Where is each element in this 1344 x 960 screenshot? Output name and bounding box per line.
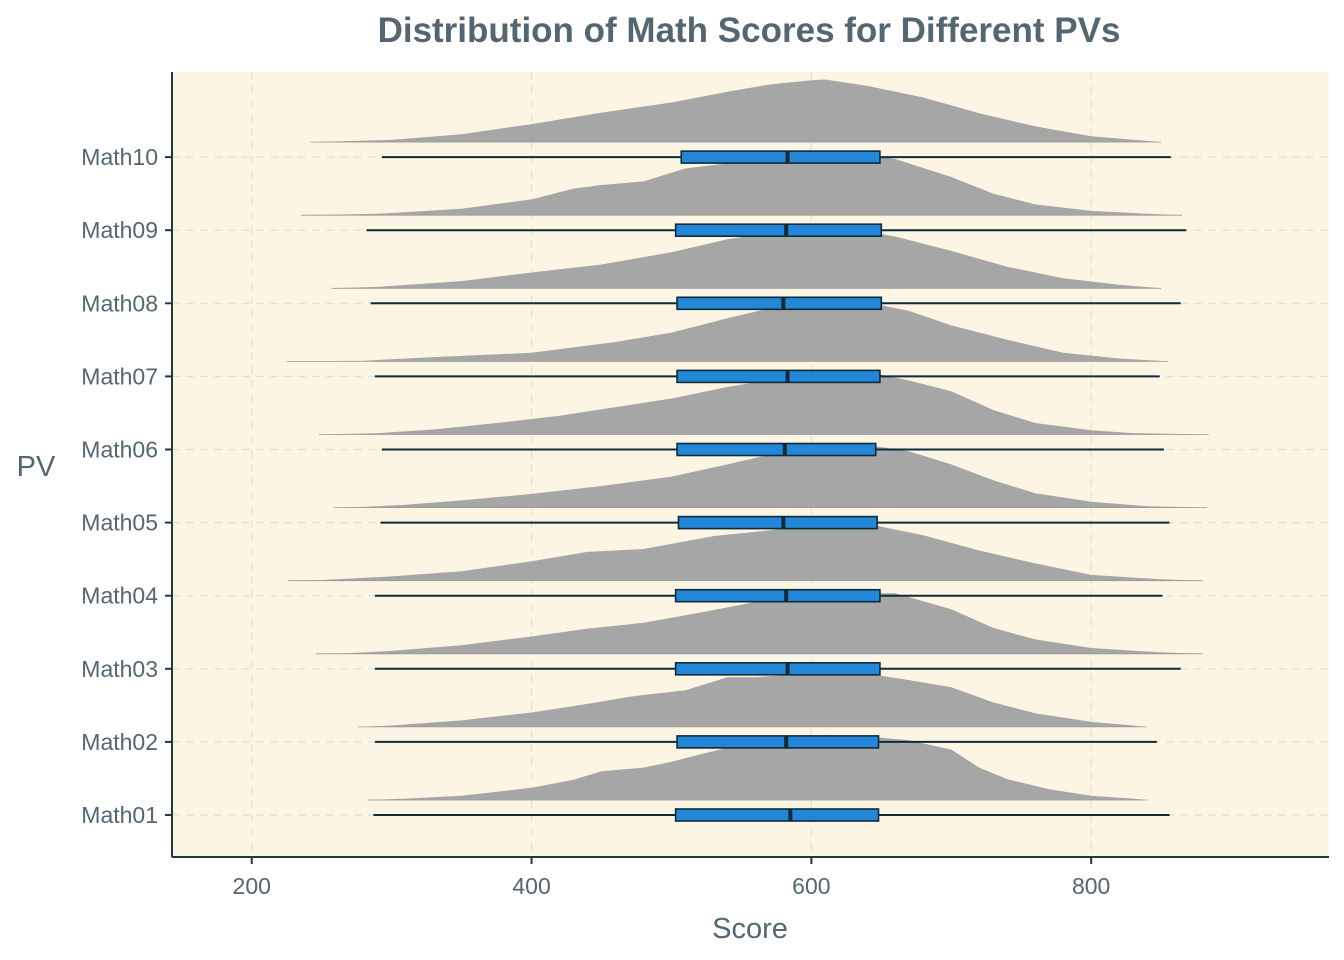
- boxplots-layer: [366, 150, 1187, 822]
- ridges-layer: [286, 79, 1209, 801]
- density-ridge-math03: [316, 593, 1204, 654]
- density-ridge-math05: [334, 445, 1208, 508]
- y-tick-label: Math10: [81, 144, 158, 170]
- y-axis-title: PV: [17, 451, 56, 483]
- x-tick-label: 400: [512, 873, 550, 899]
- iqr-box: [676, 735, 880, 749]
- y-tick-label: Math09: [81, 217, 158, 243]
- density-ridge-math09: [300, 151, 1183, 216]
- x-tick-label: 200: [233, 873, 271, 899]
- density-ridge-math10: [310, 79, 1162, 143]
- iqr-box: [677, 515, 878, 530]
- boxplot-math01: [373, 808, 1170, 822]
- iqr-box: [674, 661, 881, 676]
- iqr-box: [676, 369, 881, 384]
- y-tick-label: Math04: [81, 583, 158, 609]
- iqr-box: [680, 150, 881, 164]
- boxplot-math07: [374, 369, 1160, 384]
- x-tick-label: 600: [792, 873, 830, 899]
- y-tick-label: Math01: [81, 802, 158, 828]
- iqr-box: [674, 223, 883, 237]
- y-tick-label: Math06: [81, 437, 158, 463]
- x-tick-label: 800: [1072, 873, 1110, 899]
- boxplot-math03: [374, 661, 1181, 676]
- axis-ticks: Math01 Math02 Math03 Math04 Math05 Math06 Math…: [81, 144, 1110, 899]
- y-tick-label: Math02: [81, 729, 158, 755]
- density-ridge-math04: [288, 520, 1204, 581]
- iqr-box: [674, 588, 881, 603]
- boxplot-math09: [366, 223, 1187, 237]
- iqr-box: [676, 442, 877, 457]
- density-ridge-math01: [367, 735, 1148, 800]
- density-ridge-math08: [331, 227, 1162, 289]
- density-ridge-math07: [286, 299, 1169, 362]
- boxplot-math05: [380, 515, 1170, 530]
- x-axis-title: Score: [712, 913, 788, 945]
- boxplot-math04: [374, 588, 1163, 603]
- iqr-box: [676, 296, 883, 311]
- density-ridge-math02: [358, 673, 1148, 727]
- boxplot-math08: [370, 296, 1181, 311]
- y-tick-label: Math07: [81, 363, 158, 389]
- iqr-box: [674, 808, 880, 822]
- boxplot-math10: [381, 150, 1171, 164]
- chart-title: Distribution of Math Scores for Differen…: [378, 11, 1121, 50]
- y-tick-label: Math05: [81, 510, 158, 536]
- y-tick-label: Math08: [81, 290, 158, 316]
- y-tick-label: Math03: [81, 656, 158, 682]
- density-ridge-math06: [318, 371, 1209, 435]
- boxplot-math06: [381, 442, 1164, 457]
- boxplot-math02: [374, 735, 1157, 749]
